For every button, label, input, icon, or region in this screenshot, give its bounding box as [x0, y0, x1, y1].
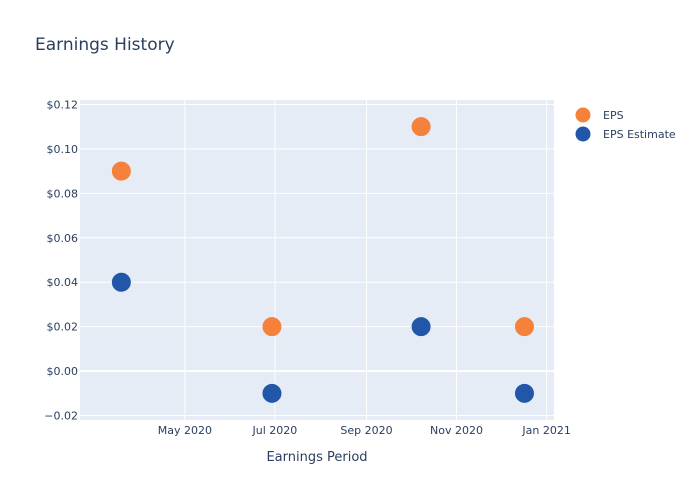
y-tick-label: −0.02 [44, 410, 78, 423]
y-tick-label: $0.02 [47, 321, 79, 334]
y-tick-label: $0.00 [47, 365, 79, 378]
y-tick-label: $0.08 [47, 187, 79, 200]
y-tick-label: $0.06 [47, 232, 79, 245]
y-tick-label: $0.10 [47, 143, 79, 156]
data-point-eps [514, 317, 534, 337]
data-point-eps-estimate [411, 317, 431, 337]
y-tick-label: $0.04 [47, 276, 79, 289]
chart-title: Earnings History [35, 35, 175, 55]
legend-marker-eps-estimate [575, 126, 591, 142]
x-tick-label: Nov 2020 [430, 424, 483, 437]
x-tick-label: May 2020 [158, 424, 212, 437]
data-point-eps [262, 317, 282, 337]
x-tick-label: Jan 2021 [521, 424, 570, 437]
data-point-eps [111, 161, 131, 181]
legend-marker-eps [575, 107, 591, 123]
plot-area [80, 100, 554, 420]
data-point-eps [411, 117, 431, 137]
x-axis-title: Earnings Period [266, 450, 367, 465]
data-point-eps-estimate [514, 383, 534, 403]
data-point-eps-estimate [262, 383, 282, 403]
y-tick-label: $0.12 [47, 98, 79, 111]
legend-label-eps: EPS [603, 109, 624, 122]
x-tick-label: Sep 2020 [340, 424, 392, 437]
x-tick-label: Jul 2020 [252, 424, 298, 437]
data-point-eps-estimate [111, 272, 131, 292]
legend-label-eps-estimate: EPS Estimate [603, 128, 676, 141]
